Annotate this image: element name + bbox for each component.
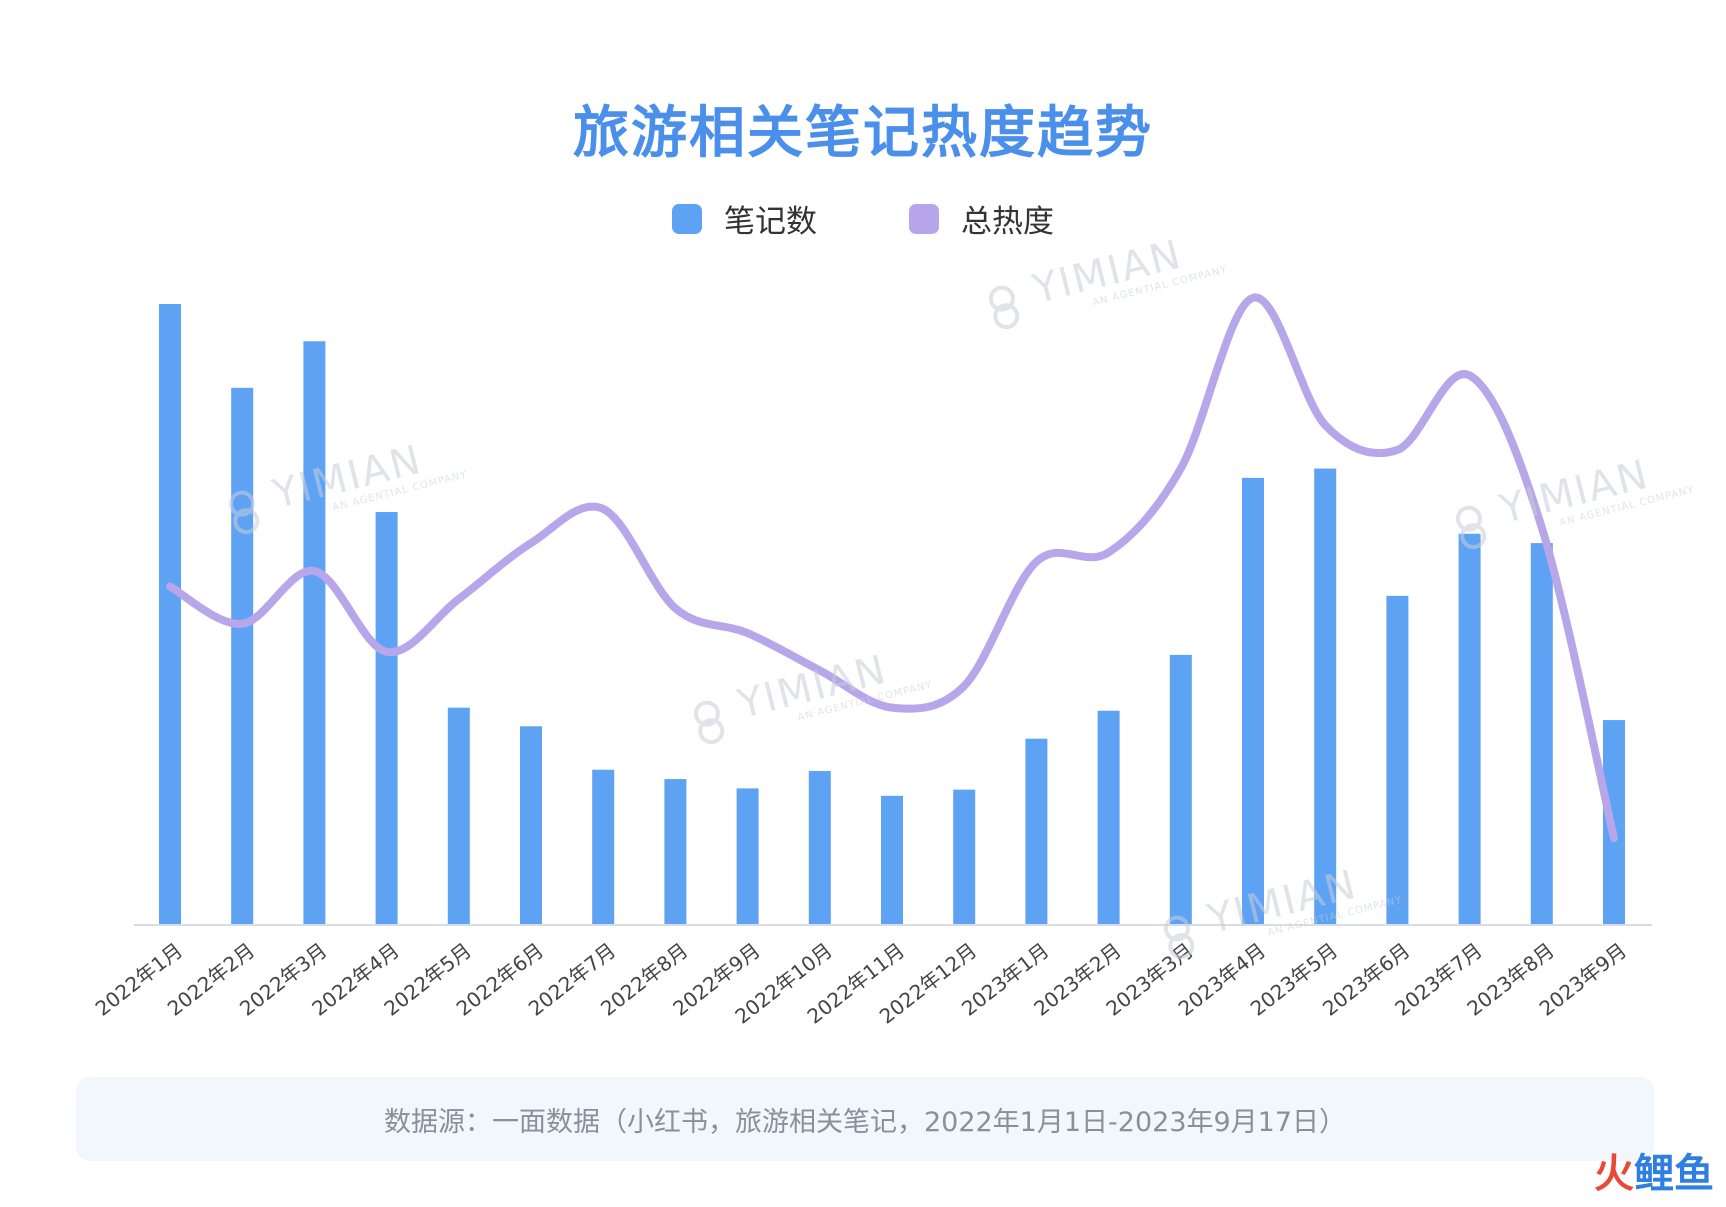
legend-item-heat[interactable]: 总热度 bbox=[909, 196, 1054, 241]
legend-label-notes: 笔记数 bbox=[724, 204, 817, 240]
bar-notes-8[interactable] bbox=[664, 779, 687, 925]
bar-notes-4[interactable] bbox=[375, 512, 398, 925]
bar-notes-9[interactable] bbox=[736, 788, 759, 925]
bar-notes-10[interactable] bbox=[808, 770, 831, 925]
bar-notes-11[interactable] bbox=[881, 795, 903, 925]
bar-notes-16[interactable] bbox=[1242, 477, 1264, 925]
bar-notes-1[interactable] bbox=[159, 304, 181, 925]
bar-notes-3[interactable] bbox=[303, 341, 326, 925]
legend-label-heat: 总热度 bbox=[961, 204, 1054, 240]
bar-notes-14[interactable] bbox=[1097, 710, 1120, 925]
bar-notes-15[interactable] bbox=[1169, 654, 1192, 925]
data-source-text: 数据源：一面数据（小红书，旅游相关笔记，2022年1月1日-2023年9月17日… bbox=[383, 1106, 1347, 1138]
bar-notes-6[interactable] bbox=[520, 726, 542, 925]
brand-logo-part2: 鲤鱼 bbox=[1634, 1151, 1714, 1197]
brand-logo-part1: 火 bbox=[1594, 1151, 1634, 1197]
bar-notes-12[interactable] bbox=[953, 789, 976, 925]
bar-notes-17[interactable] bbox=[1314, 468, 1337, 925]
bar-notes-19[interactable] bbox=[1458, 533, 1481, 925]
legend-swatch-heat bbox=[909, 203, 939, 234]
chart-title: 旅游相关笔记热度趋势 bbox=[573, 101, 1153, 166]
brand-logo: 火鲤鱼 bbox=[1594, 1141, 1714, 1199]
bar-notes-2[interactable] bbox=[231, 387, 254, 926]
bar-notes-7[interactable] bbox=[592, 769, 615, 925]
bar-notes-20[interactable] bbox=[1530, 543, 1553, 925]
legend-swatch-notes bbox=[672, 203, 702, 234]
bar-notes-13[interactable] bbox=[1025, 738, 1048, 925]
bar-notes-18[interactable] bbox=[1386, 595, 1409, 925]
legend-item-notes[interactable]: 笔记数 bbox=[672, 196, 817, 241]
data-source-note: 数据源：一面数据（小红书，旅游相关笔记，2022年1月1日-2023年9月17日… bbox=[76, 1077, 1654, 1161]
legend: 笔记数 总热度 bbox=[0, 196, 1726, 241]
series-line-heat bbox=[166, 293, 1618, 843]
bar-notes-5[interactable] bbox=[447, 707, 470, 925]
